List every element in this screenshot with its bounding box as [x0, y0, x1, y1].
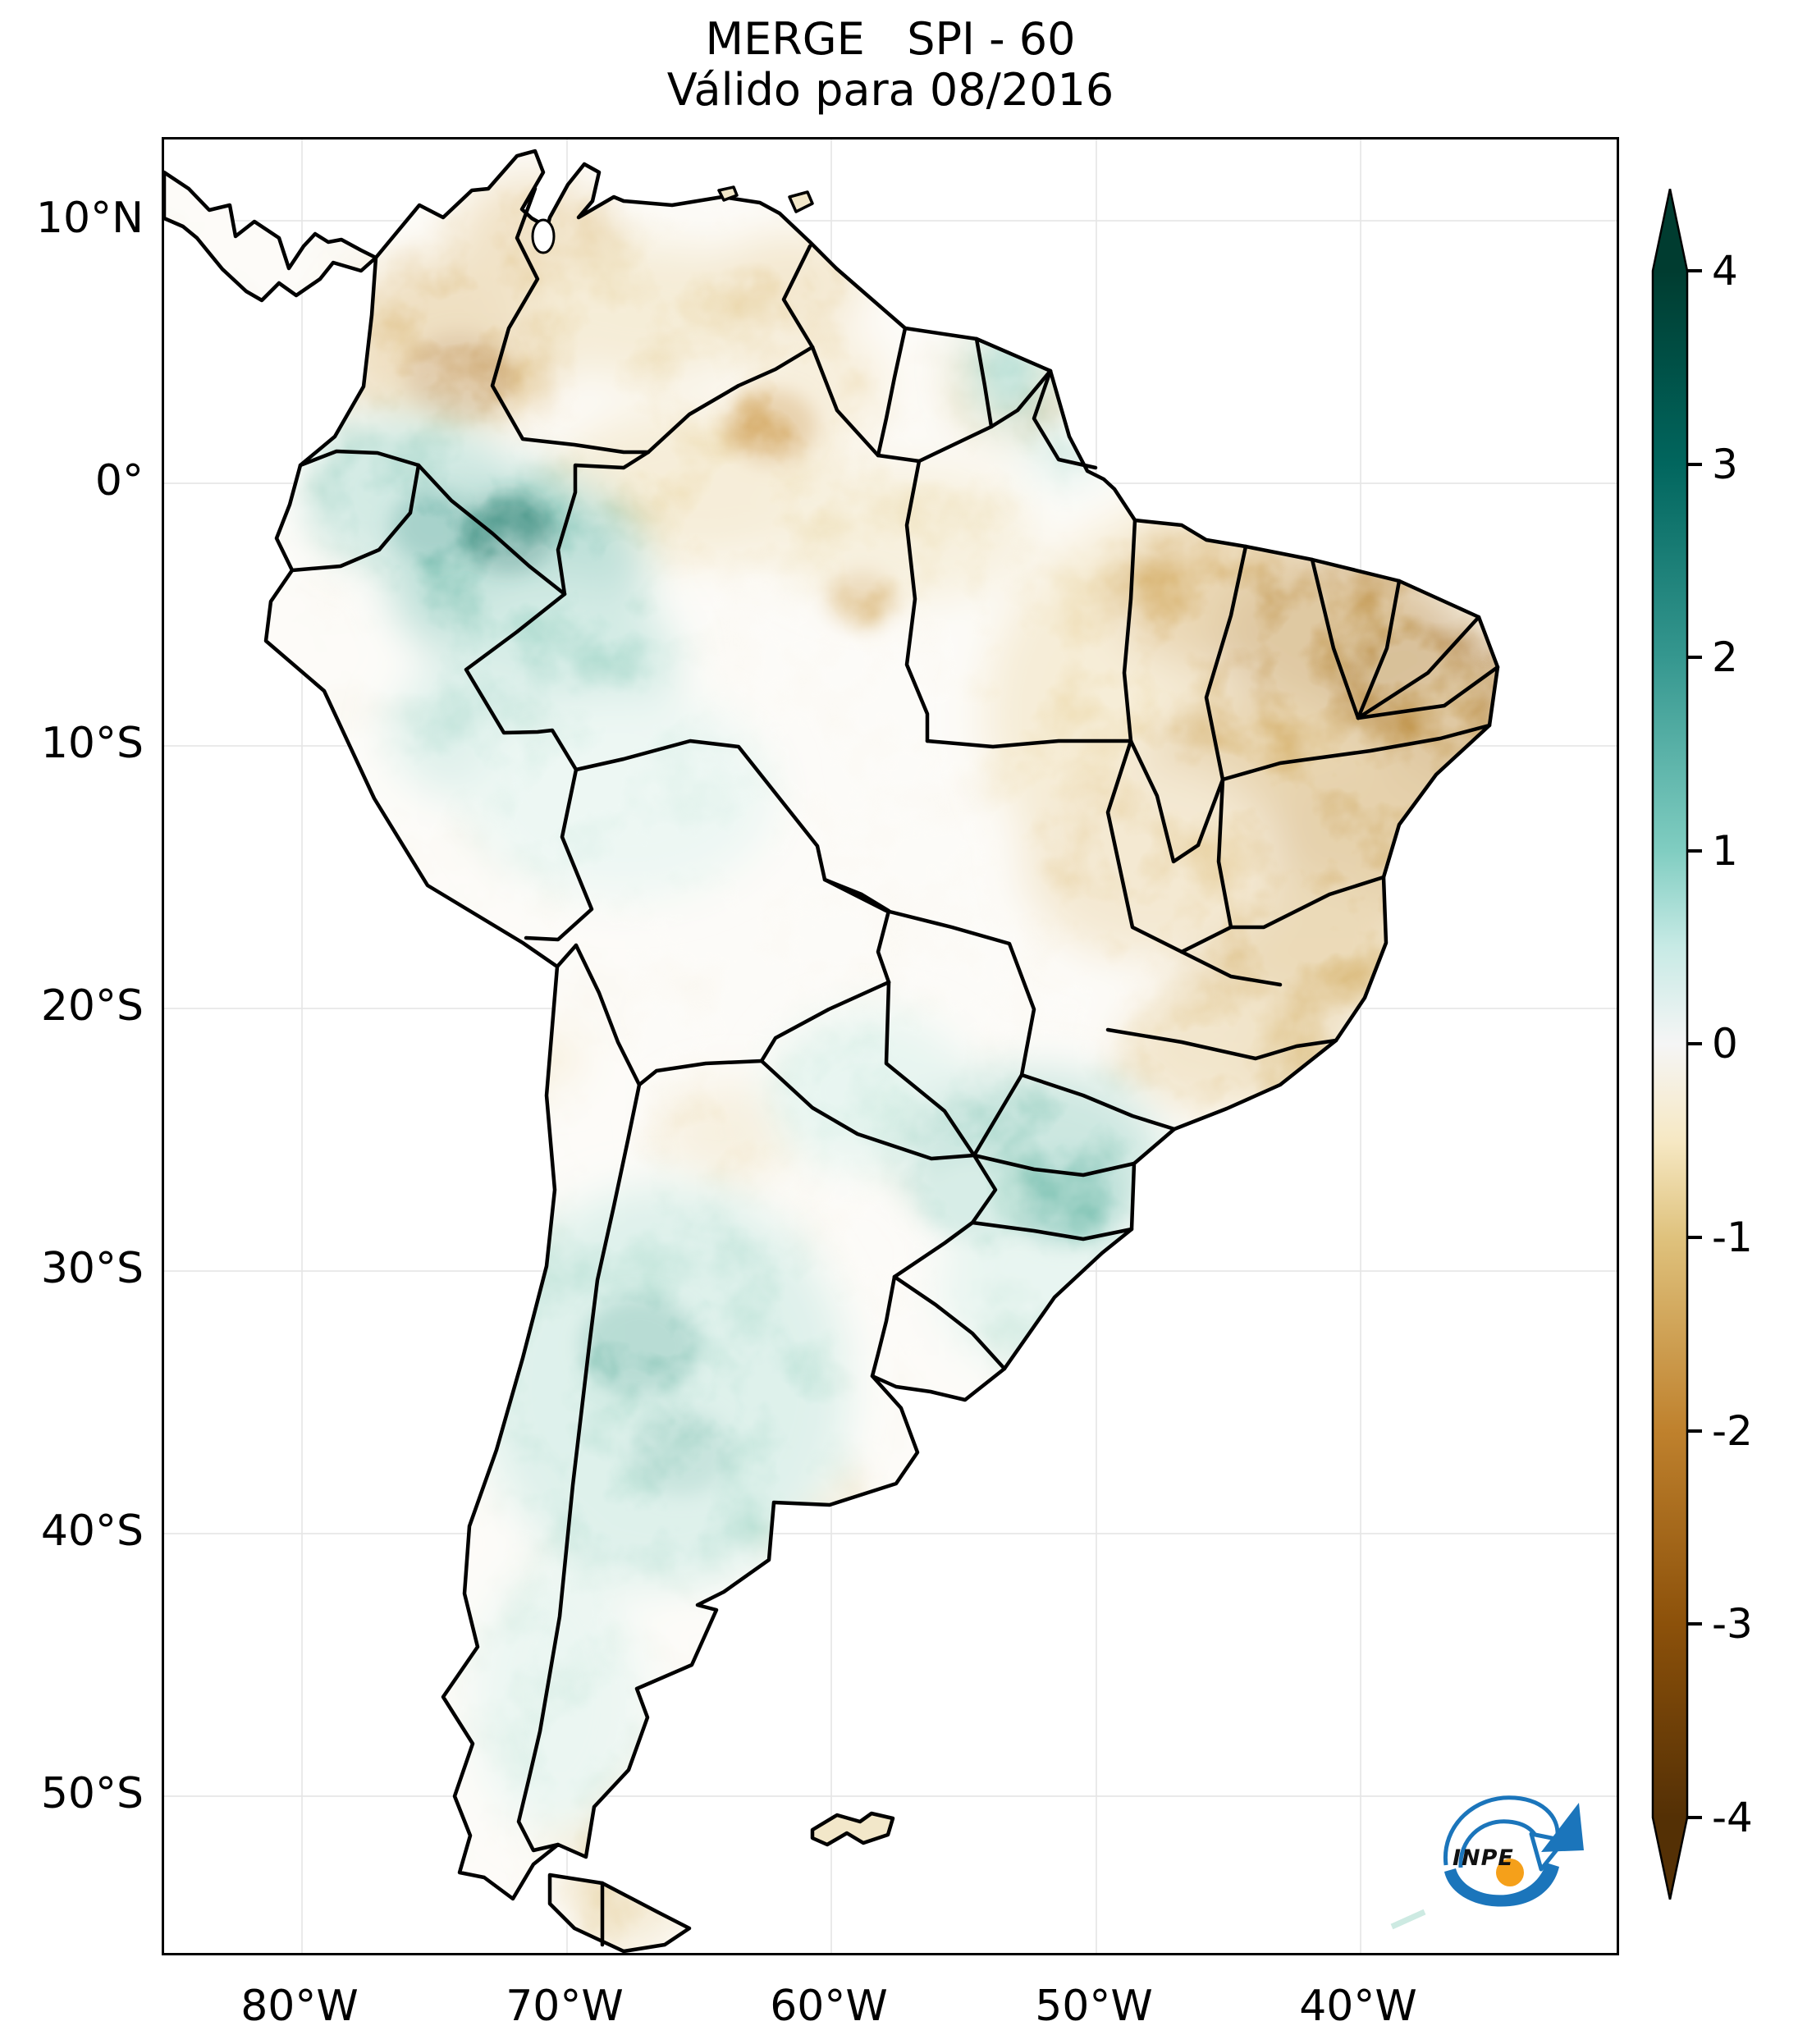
colorbar-tick-mark [1687, 463, 1702, 466]
colorbar-tick-label: 4 [1712, 247, 1738, 295]
state-border-minas-saopaulo [1105, 1027, 1338, 1061]
colorbar-tick-mark [1687, 1816, 1702, 1819]
lat-tick-label: 20°S [40, 981, 144, 1031]
trinidad-island [788, 190, 814, 213]
border-bolivia-chile [574, 943, 642, 1087]
border-venezuela-guyana [781, 244, 815, 350]
border-peru-brazil [464, 592, 579, 772]
state-border-santacatarina-rs [970, 1220, 1134, 1241]
state-border-matogrosso-goias [1105, 738, 1184, 954]
lon-tick-label: 40°W [1299, 1982, 1417, 2031]
state-border-maranhao-piaui [1196, 544, 1248, 848]
political-borders [290, 186, 1500, 1947]
colorbar-tick-label: 3 [1712, 441, 1738, 488]
coastline-south-america [263, 149, 1500, 1901]
border-argentina-chile [516, 1082, 642, 1853]
border-peru-chile [555, 943, 579, 969]
border-argentina-uruguay [870, 1274, 897, 1379]
state-border-para-matogrosso [925, 738, 1133, 749]
border-suriname-frenchguiana [974, 336, 994, 429]
logo-swirl-outer [1443, 1795, 1560, 1866]
border-brazil-bolivia [574, 738, 891, 985]
map-svg: INPE [164, 139, 1617, 1953]
border-paraguay-brazil [884, 980, 977, 1158]
border-paraguay-argentina [759, 1059, 977, 1161]
state-border-piaui-ceara [1310, 557, 1361, 720]
state-border-pernambuco [1356, 665, 1500, 720]
logo-solid-arrow-head [1541, 1803, 1584, 1852]
state-border-goias-minas [1179, 949, 1283, 987]
logo-text: INPE [1453, 1845, 1514, 1871]
colorbar-tick-mark [1687, 1429, 1702, 1433]
state-border-amapa-para [1032, 368, 1098, 470]
state-border-tocantins-maranhao [1128, 738, 1201, 864]
lat-tick-label: 0° [94, 456, 144, 505]
colorbar-tick-label: -3 [1712, 1600, 1753, 1648]
colorbar-tick-label: -1 [1712, 1214, 1753, 1261]
tierra-del-fuego-island [547, 1873, 692, 1953]
colorbar-tick-mark [1687, 1042, 1702, 1045]
colorbar [1651, 189, 1689, 1900]
lat-tick-label: 30°S [40, 1244, 144, 1293]
state-border-ceara-rn [1356, 578, 1402, 720]
border-colombia-venezuela [490, 186, 651, 455]
state-border-bahia-minas [1179, 875, 1386, 954]
border-brazil-uruguay [892, 1274, 1007, 1371]
colorbar-tick-mark [1687, 849, 1702, 853]
border-brazil-venezuela [646, 345, 815, 455]
inpe-logo: INPE [1443, 1795, 1584, 1907]
margarita-island [717, 185, 739, 202]
border-colombia-ecuador [298, 449, 421, 468]
colorbar-tick-mark [1687, 1236, 1702, 1239]
border-peru-bolivia [524, 767, 594, 942]
border-bolivia-paraguay [759, 980, 891, 1063]
state-border-tocantins-bahia [1216, 777, 1233, 930]
colorbar-tick-label: 1 [1712, 827, 1738, 875]
lake-maracaibo [531, 218, 556, 254]
colorbar-tick-label: -4 [1712, 1794, 1753, 1841]
coastline-central-america [164, 170, 378, 303]
colorbar-tick-label: 2 [1712, 633, 1738, 681]
colorbar-tick-mark [1687, 269, 1702, 272]
colorbar-tick-mark [1687, 656, 1702, 659]
lat-tick-label: 10°N [35, 194, 144, 243]
border-colombia-brazil [556, 450, 651, 597]
border-bolivia-argentina [637, 1059, 764, 1087]
border-ecuador-peru [290, 463, 421, 573]
lat-tick-label: 50°S [40, 1769, 144, 1818]
lon-tick-label: 80°W [240, 1982, 359, 2031]
state-border-para-maranhao [1122, 518, 1137, 743]
logo-solid-arrow-body [1444, 1863, 1559, 1907]
colorbar-tick-label: 0 [1712, 1020, 1738, 1068]
logo-orange-sphere [1496, 1859, 1524, 1886]
figure-title: MERGE SPI - 60 [705, 13, 1076, 65]
lon-tick-label: 70°W [506, 1982, 624, 2031]
border-guyana-suriname [876, 326, 908, 458]
coastal-artifact-streak [1390, 1909, 1426, 1930]
colorbar-tick-mark [1687, 1622, 1702, 1626]
state-border-amazonas-para [904, 459, 930, 743]
figure-subtitle: Válido para 08/2016 [666, 64, 1114, 116]
lat-tick-label: 10°S [40, 719, 144, 768]
state-border-pernambuco-bahia [1220, 723, 1492, 782]
spi-raster-field [164, 151, 1498, 1951]
lon-tick-label: 50°W [1035, 1982, 1153, 2031]
state-border-saopaulo-parana [1019, 1072, 1177, 1132]
map-frame: INPE [162, 137, 1619, 1955]
state-border-parana-santacatarina [972, 1153, 1137, 1177]
lon-tick-label: 60°W [770, 1982, 888, 2031]
lat-tick-label: 40°S [40, 1507, 144, 1556]
falkland-islands [810, 1811, 895, 1847]
colorbar-gradient [1651, 189, 1689, 1900]
colorbar-tick-label: -2 [1712, 1407, 1753, 1455]
state-border-paraiba [1356, 615, 1481, 720]
border-colombia-peru [416, 463, 567, 597]
